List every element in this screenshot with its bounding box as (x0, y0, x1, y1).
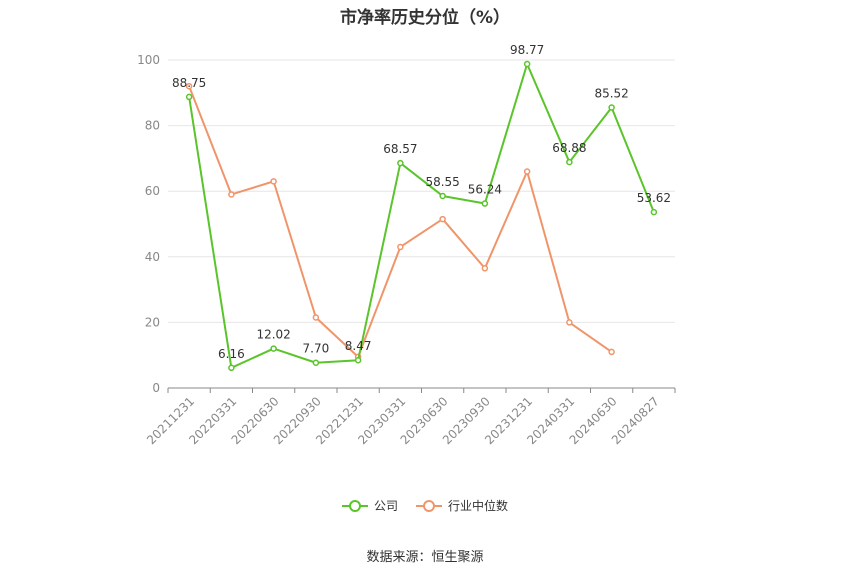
y-tick-label: 0 (152, 381, 160, 395)
company-data-point (481, 200, 489, 207)
company-data-point (650, 208, 658, 216)
company-data-label: 98.77 (510, 43, 544, 57)
company-data-label: 6.16 (218, 347, 245, 361)
industry-median-data-point (185, 82, 193, 90)
company-data-label: 68.88 (552, 141, 586, 155)
company-data-point (228, 364, 235, 372)
series (185, 60, 658, 372)
industry-median-data-point (523, 168, 531, 175)
legend-industry-label: 行业中位数 (448, 499, 509, 513)
company-data-label: 12.02 (256, 328, 290, 342)
industry-median-data-point (270, 178, 277, 185)
company-data-point (566, 158, 573, 166)
company-data-point (185, 93, 193, 101)
y-tick-label: 80 (145, 119, 160, 133)
company-data-label: 85.52 (594, 86, 628, 100)
company-data-label: 53.62 (637, 191, 671, 205)
industry-median-data-point (439, 215, 446, 223)
company-data-point (312, 359, 320, 366)
company-data-label: 8.47 (345, 339, 372, 353)
company-data-point (608, 104, 615, 111)
company-data-point (354, 356, 362, 364)
legend-item-industry-median[interactable]: 行业中位数 (416, 497, 508, 514)
legend-company-label: 公司 (373, 499, 398, 513)
legend-company-line-icon (341, 499, 368, 512)
company-data-point (397, 159, 404, 167)
industry-median-data-point (228, 191, 235, 198)
axes: 0204060801002021123120220331202206302022… (137, 53, 676, 447)
company-data-label: 58.55 (425, 175, 459, 189)
data-source: 数据来源：恒生聚源 (366, 550, 484, 565)
legend-item-company[interactable]: 公司 (341, 497, 398, 514)
company-series-line (188, 63, 655, 369)
chart-title: 市净率历史分位（%） (339, 8, 511, 28)
y-tick-label: 20 (145, 315, 160, 329)
data-labels: 88.75 6.16 12.02 7.70 8.47 68.57 58.55 56.24 98.… (172, 43, 671, 361)
legend: 公司 行业中位数 (0, 497, 850, 514)
company-data-point (439, 192, 446, 200)
industry-median-data-point (481, 265, 489, 272)
company-data-label: 68.57 (383, 142, 417, 156)
company-data-label: 88.75 (172, 76, 206, 90)
company-data-point (270, 345, 277, 352)
industry-median-data-point (566, 319, 573, 326)
grid-lines (168, 59, 675, 323)
y-tick-label: 40 (145, 250, 160, 264)
industry-median-series-line (188, 85, 613, 358)
company-data-label: 7.70 (303, 342, 330, 356)
industry-median-data-point (312, 314, 320, 321)
industry-median-data-point (397, 243, 404, 251)
company-data-point (523, 60, 531, 68)
y-tick-label: 100 (137, 53, 160, 67)
industry-median-data-point (608, 348, 615, 356)
company-data-label: 56.24 (468, 183, 502, 197)
y-tick-label: 60 (145, 184, 160, 198)
legend-industry-line-icon (416, 499, 442, 512)
